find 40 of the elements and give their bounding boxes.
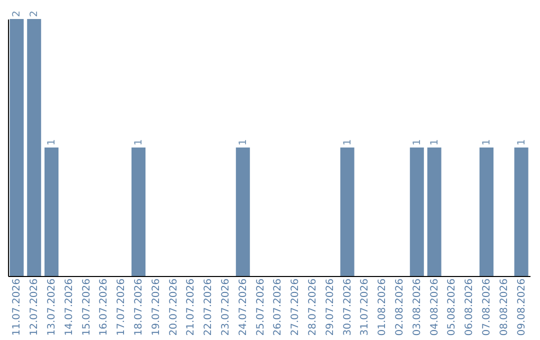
- x-tick-label: 20.07.2026: [168, 278, 180, 336]
- data-label: 1: [412, 139, 423, 146]
- data-label: 2: [29, 10, 40, 17]
- data-label: 1: [342, 139, 354, 146]
- x-tick-label: 04.08.2026: [429, 278, 440, 336]
- x-tick-label: 31.07.2026: [360, 278, 371, 336]
- x-tick-label: 22.07.2026: [203, 278, 214, 336]
- x-tick-label: 07.08.2026: [482, 278, 492, 336]
- x-tick-label: 23.07.2026: [220, 278, 232, 336]
- data-label: 1: [516, 139, 528, 146]
- x-tick-label: 02.08.2026: [394, 278, 406, 336]
- x-tick-label: 13.07.2026: [46, 278, 58, 336]
- x-tick-label: 09.08.2026: [516, 278, 528, 336]
- data-label: 1: [134, 139, 144, 146]
- x-tick-label: 28.07.2026: [308, 278, 318, 336]
- x-tick-label: 25.07.2026: [255, 278, 266, 336]
- data-label: 1: [482, 139, 492, 146]
- data-label: 1: [238, 139, 249, 146]
- x-tick-label: 12.07.2026: [29, 278, 40, 336]
- x-tick-label: 17.07.2026: [116, 278, 128, 336]
- x-tick-label: 01.08.2026: [377, 278, 388, 336]
- x-tick-label: 03.08.2026: [412, 278, 423, 336]
- x-tick-label: 24.07.2026: [238, 278, 249, 336]
- x-tick-label: 16.07.2026: [98, 278, 110, 336]
- x-tick-label: 19.07.2026: [150, 278, 162, 336]
- x-tick-label: 26.07.2026: [272, 278, 284, 336]
- data-label: 2: [12, 10, 23, 17]
- x-tick-label: 18.07.2026: [134, 278, 144, 336]
- x-tick-label: 11.07.2026: [12, 278, 23, 336]
- x-tick-label: 15.07.2026: [81, 278, 92, 336]
- data-label: 1: [429, 139, 440, 146]
- x-tick-label: 05.08.2026: [446, 278, 458, 336]
- x-tick-label: 29.07.2026: [324, 278, 336, 336]
- x-tick-label: 06.08.2026: [464, 278, 476, 336]
- x-tick-label: 27.07.2026: [290, 278, 302, 336]
- x-tick-label: 21.07.2026: [186, 278, 197, 336]
- x-tick-label: 14.07.2026: [64, 278, 75, 336]
- x-tick-label: 08.08.2026: [498, 278, 510, 336]
- x-tick-label: 30.07.2026: [342, 278, 354, 336]
- data-label: 1: [46, 139, 58, 146]
